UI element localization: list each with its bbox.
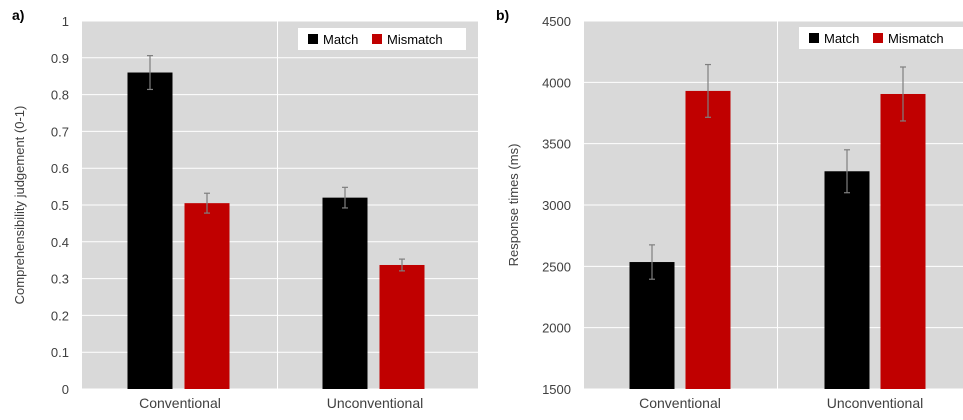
y-tick-label: 0.3 bbox=[51, 272, 69, 287]
bar-mismatch-unconventional bbox=[379, 264, 425, 389]
y-tick-label: 0.4 bbox=[51, 235, 69, 250]
legend-label-mismatch: Mismatch bbox=[387, 32, 443, 47]
y-axis-label: Comprehensibility judgement (0-1) bbox=[12, 106, 27, 305]
y-axis-label: Response times (ms) bbox=[506, 144, 521, 267]
y-tick-label: 0.2 bbox=[51, 308, 69, 323]
y-tick-label: 0.6 bbox=[51, 161, 69, 176]
chart-panel-a: 0 0.1 0.2 0.3 0.4 0.5 0.6 0.7 0.8 0.9 1 Comprehensi… bbox=[12, 7, 478, 411]
legend-swatch-mismatch bbox=[372, 34, 382, 44]
bar-match-unconventional bbox=[322, 197, 368, 389]
x-category-label: Unconventional bbox=[327, 395, 424, 411]
y-tick-label: 4500 bbox=[542, 14, 571, 29]
y-tick-label: 0.5 bbox=[51, 198, 69, 213]
y-tick-label: 2500 bbox=[542, 259, 571, 274]
x-category-label: Conventional bbox=[639, 395, 721, 411]
y-tick-label: 0.8 bbox=[51, 88, 69, 103]
legend-label-match: Match bbox=[323, 32, 358, 47]
bar-mismatch-conventional bbox=[685, 90, 731, 390]
bar-match-unconventional bbox=[824, 171, 870, 389]
y-tick-label: 0 bbox=[62, 382, 69, 397]
legend-label-mismatch: Mismatch bbox=[888, 31, 944, 46]
y-tick-label: 3000 bbox=[542, 198, 571, 213]
y-tick-label: 0.9 bbox=[51, 51, 69, 66]
legend-swatch-match bbox=[809, 33, 819, 43]
panel-label: b) bbox=[496, 7, 509, 23]
y-tick-label: 3500 bbox=[542, 137, 571, 152]
legend: Match Mismatch bbox=[298, 28, 466, 50]
y-tick-label: 0.7 bbox=[51, 124, 69, 139]
y-tick-label: 1 bbox=[62, 14, 69, 29]
bar-mismatch-unconventional bbox=[880, 93, 926, 389]
legend: Match Mismatch bbox=[799, 27, 963, 49]
legend-swatch-mismatch bbox=[873, 33, 883, 43]
panel-label: a) bbox=[12, 7, 24, 23]
bar-match-conventional bbox=[127, 72, 173, 390]
x-category-label: Unconventional bbox=[827, 395, 924, 411]
x-category-label: Conventional bbox=[139, 395, 221, 411]
y-tick-label: 2000 bbox=[542, 321, 571, 336]
bar-mismatch-conventional bbox=[184, 203, 230, 389]
y-tick-label: 4000 bbox=[542, 75, 571, 90]
legend-label-match: Match bbox=[824, 31, 859, 46]
bar-match-conventional bbox=[629, 262, 675, 389]
y-tick-label: 1500 bbox=[542, 382, 571, 397]
chart-panel-b: 1500 2000 2500 3000 3500 4000 4500 Response tim… bbox=[496, 7, 963, 411]
y-tick-label: 0.1 bbox=[51, 345, 69, 360]
legend-swatch-match bbox=[308, 34, 318, 44]
